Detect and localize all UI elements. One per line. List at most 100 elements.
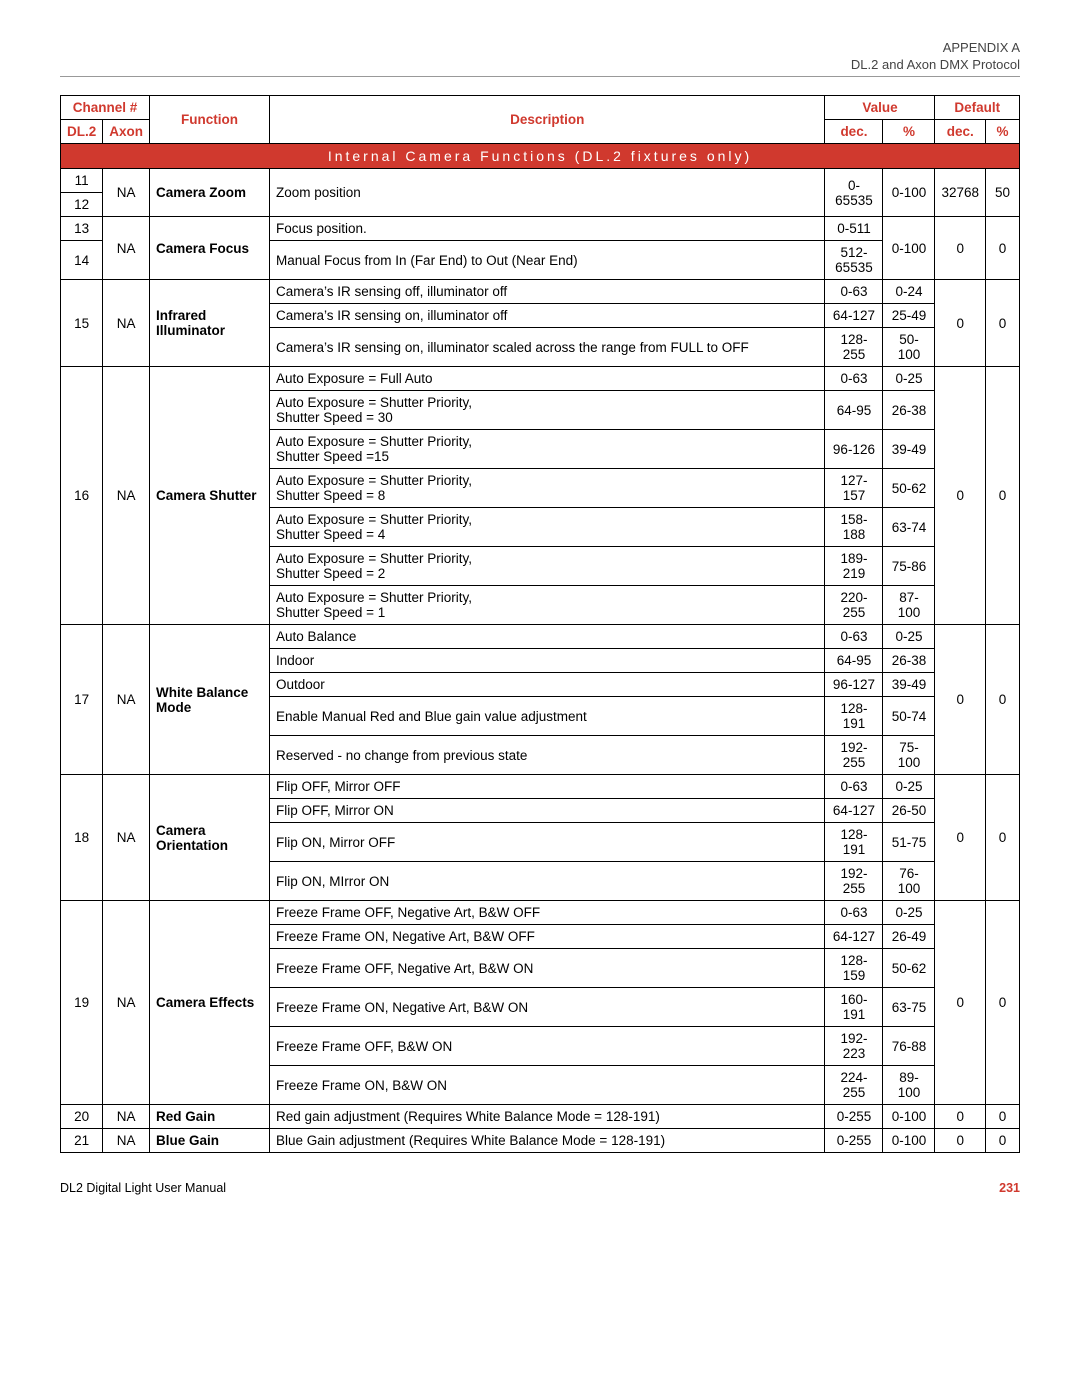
cell-description: Freeze Frame ON, Negative Art, B&W ON <box>270 988 825 1027</box>
cell-dl2: 17 <box>61 625 103 775</box>
cell-axon: NA <box>103 625 150 775</box>
cell-axon: NA <box>103 367 150 625</box>
cell-axon: NA <box>103 775 150 901</box>
cell-axon: NA <box>103 169 150 217</box>
cell-function: Camera Effects <box>150 901 270 1105</box>
cell-function: Camera Shutter <box>150 367 270 625</box>
cell-function: Red Gain <box>150 1105 270 1129</box>
cell-default-pct: 0 <box>986 775 1020 901</box>
cell-value-pct: 0-100 <box>883 1129 935 1153</box>
cell-description: Auto Exposure = Shutter Priority, Shutte… <box>270 508 825 547</box>
cell-dl2: 14 <box>61 241 103 280</box>
cell-description: Reserved - no change from previous state <box>270 736 825 775</box>
cell-value-dec: 0-63 <box>825 367 883 391</box>
cell-description: Auto Balance <box>270 625 825 649</box>
cell-value-dec: 0-255 <box>825 1105 883 1129</box>
table-row: 21NABlue GainBlue Gain adjustment (Requi… <box>61 1129 1020 1153</box>
cell-dl2: 16 <box>61 367 103 625</box>
cell-axon: NA <box>103 901 150 1105</box>
cell-description: Auto Exposure = Full Auto <box>270 367 825 391</box>
cell-value-pct: 75-86 <box>883 547 935 586</box>
table-row: 19NACamera EffectsFreeze Frame OFF, Nega… <box>61 901 1020 925</box>
cell-value-pct: 39-49 <box>883 430 935 469</box>
cell-default-pct: 0 <box>986 280 1020 367</box>
page-footer: DL2 Digital Light User Manual 231 <box>60 1181 1020 1195</box>
col-function: Function <box>150 96 270 144</box>
cell-dl2: 11 <box>61 169 103 193</box>
cell-default-pct: 0 <box>986 625 1020 775</box>
cell-function: Camera Zoom <box>150 169 270 217</box>
cell-value-pct: 50-62 <box>883 469 935 508</box>
cell-default-pct: 50 <box>986 169 1020 217</box>
cell-value-pct: 0-100 <box>883 169 935 217</box>
cell-value-dec: 127-157 <box>825 469 883 508</box>
cell-function: White Balance Mode <box>150 625 270 775</box>
cell-value-pct: 26-38 <box>883 391 935 430</box>
cell-default-dec: 0 <box>935 217 986 280</box>
cell-default-pct: 0 <box>986 1129 1020 1153</box>
col-channel: Channel # <box>61 96 150 120</box>
cell-function: Blue Gain <box>150 1129 270 1153</box>
cell-description: Flip ON, Mirror OFF <box>270 823 825 862</box>
cell-value-pct: 63-74 <box>883 508 935 547</box>
cell-description: Indoor <box>270 649 825 673</box>
col-value: Value <box>825 96 935 120</box>
cell-value-dec: 128-255 <box>825 328 883 367</box>
cell-description: Auto Exposure = Shutter Priority, Shutte… <box>270 586 825 625</box>
table-body: Internal Camera Functions (DL.2 fixtures… <box>61 144 1020 1153</box>
cell-default-pct: 0 <box>986 217 1020 280</box>
cell-default-dec: 0 <box>935 775 986 901</box>
table-row: 13NACamera FocusFocus position.0-5110-10… <box>61 217 1020 241</box>
cell-dl2: 13 <box>61 217 103 241</box>
cell-value-pct: 39-49 <box>883 673 935 697</box>
table-row: 16NACamera ShutterAuto Exposure = Full A… <box>61 367 1020 391</box>
cell-value-dec: 158-188 <box>825 508 883 547</box>
cell-value-dec: 96-126 <box>825 430 883 469</box>
cell-description: Camera’s IR sensing on, illuminator scal… <box>270 328 825 367</box>
cell-description: Auto Exposure = Shutter Priority, Shutte… <box>270 391 825 430</box>
cell-description: Red gain adjustment (Requires White Bala… <box>270 1105 825 1129</box>
cell-value-pct: 26-38 <box>883 649 935 673</box>
cell-value-dec: 192-255 <box>825 736 883 775</box>
cell-value-pct: 75-100 <box>883 736 935 775</box>
cell-value-dec: 224-255 <box>825 1066 883 1105</box>
cell-default-pct: 0 <box>986 1105 1020 1129</box>
cell-value-dec: 128-191 <box>825 823 883 862</box>
cell-description: Flip OFF, Mirror OFF <box>270 775 825 799</box>
table-row: 18NACamera OrientationFlip OFF, Mirror O… <box>61 775 1020 799</box>
table-row: 17NAWhite Balance ModeAuto Balance0-630-… <box>61 625 1020 649</box>
cell-value-pct: 0-100 <box>883 1105 935 1129</box>
col-default: Default <box>935 96 1020 120</box>
cell-dl2: 20 <box>61 1105 103 1129</box>
cell-value-pct: 0-25 <box>883 625 935 649</box>
cell-default-dec: 0 <box>935 1129 986 1153</box>
cell-value-pct: 0-25 <box>883 901 935 925</box>
cell-value-dec: 128-159 <box>825 949 883 988</box>
cell-axon: NA <box>103 1105 150 1129</box>
cell-value-dec: 64-127 <box>825 799 883 823</box>
cell-default-dec: 0 <box>935 901 986 1105</box>
col-dec: dec. <box>825 120 883 144</box>
cell-value-dec: 64-127 <box>825 304 883 328</box>
footer-title: DL2 Digital Light User Manual <box>60 1181 226 1195</box>
table-row: 20NARed GainRed gain adjustment (Require… <box>61 1105 1020 1129</box>
cell-value-dec: 0-63 <box>825 280 883 304</box>
cell-value-dec: 0-63 <box>825 901 883 925</box>
section-row: Internal Camera Functions (DL.2 fixtures… <box>61 144 1020 169</box>
cell-value-pct: 51-75 <box>883 823 935 862</box>
cell-function: Infrared Illuminator <box>150 280 270 367</box>
cell-description: Camera’s IR sensing off, illuminator off <box>270 280 825 304</box>
cell-value-pct: 63-75 <box>883 988 935 1027</box>
col-description: Description <box>270 96 825 144</box>
cell-description: Freeze Frame ON, B&W ON <box>270 1066 825 1105</box>
cell-description: Flip ON, MIrror ON <box>270 862 825 901</box>
cell-function: Camera Orientation <box>150 775 270 901</box>
col-default-pct: % <box>986 120 1020 144</box>
cell-description: Focus position. <box>270 217 825 241</box>
cell-default-dec: 0 <box>935 367 986 625</box>
cell-default-dec: 32768 <box>935 169 986 217</box>
cell-description: Auto Exposure = Shutter Priority, Shutte… <box>270 430 825 469</box>
cell-value-dec: 96-127 <box>825 673 883 697</box>
cell-axon: NA <box>103 1129 150 1153</box>
cell-value-dec: 64-95 <box>825 391 883 430</box>
